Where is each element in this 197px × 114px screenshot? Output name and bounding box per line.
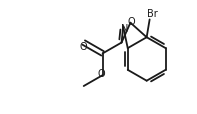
Text: N: N bbox=[121, 24, 128, 34]
Text: O: O bbox=[98, 69, 105, 78]
Text: O: O bbox=[79, 41, 87, 51]
Text: Br: Br bbox=[147, 8, 158, 18]
Text: O: O bbox=[128, 17, 135, 27]
